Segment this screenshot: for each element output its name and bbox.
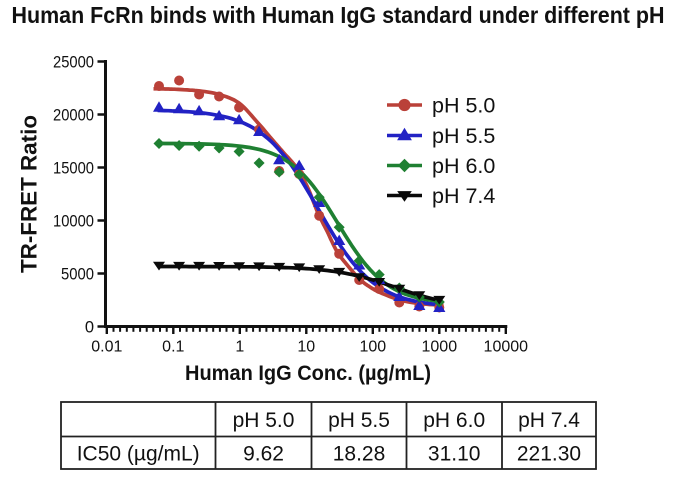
svg-text:pH 6.0: pH 6.0	[432, 154, 495, 178]
svg-text:pH 7.4: pH 7.4	[518, 409, 580, 432]
svg-text:pH 5.5: pH 5.5	[432, 124, 495, 148]
svg-text:1000: 1000	[422, 339, 458, 356]
svg-text:pH 6.0: pH 6.0	[423, 409, 485, 432]
svg-text:221.30: 221.30	[517, 443, 581, 466]
svg-text:25000: 25000	[53, 53, 94, 71]
svg-text:1: 1	[235, 339, 244, 356]
svg-text:10000: 10000	[484, 339, 529, 356]
svg-text:pH 5.5: pH 5.5	[328, 409, 390, 432]
svg-text:0: 0	[85, 318, 94, 336]
svg-text:10: 10	[297, 339, 315, 356]
svg-text:31.10: 31.10	[428, 443, 481, 466]
svg-text:TR-FRET Ratio: TR-FRET Ratio	[17, 115, 42, 273]
svg-text:0.01: 0.01	[91, 339, 122, 356]
svg-text:pH 7.4: pH 7.4	[432, 184, 495, 208]
svg-text:pH 5.0: pH 5.0	[432, 93, 495, 117]
svg-text:10000: 10000	[53, 212, 94, 230]
svg-text:18.28: 18.28	[333, 443, 386, 466]
svg-text:Human FcRn binds with Human Ig: Human FcRn binds with Human IgG standard…	[12, 2, 665, 28]
svg-text:5000: 5000	[61, 265, 94, 283]
svg-text:100: 100	[359, 339, 386, 356]
svg-text:pH 5.0: pH 5.0	[233, 409, 295, 432]
svg-text:IC50 (µg/mL): IC50 (µg/mL)	[77, 443, 200, 466]
svg-text:9.62: 9.62	[243, 443, 284, 466]
svg-text:0.1: 0.1	[162, 339, 184, 356]
svg-text:15000: 15000	[53, 159, 94, 177]
svg-text:Human IgG Conc. (µg/mL): Human IgG Conc. (µg/mL)	[185, 362, 431, 385]
svg-text:20000: 20000	[53, 106, 94, 124]
